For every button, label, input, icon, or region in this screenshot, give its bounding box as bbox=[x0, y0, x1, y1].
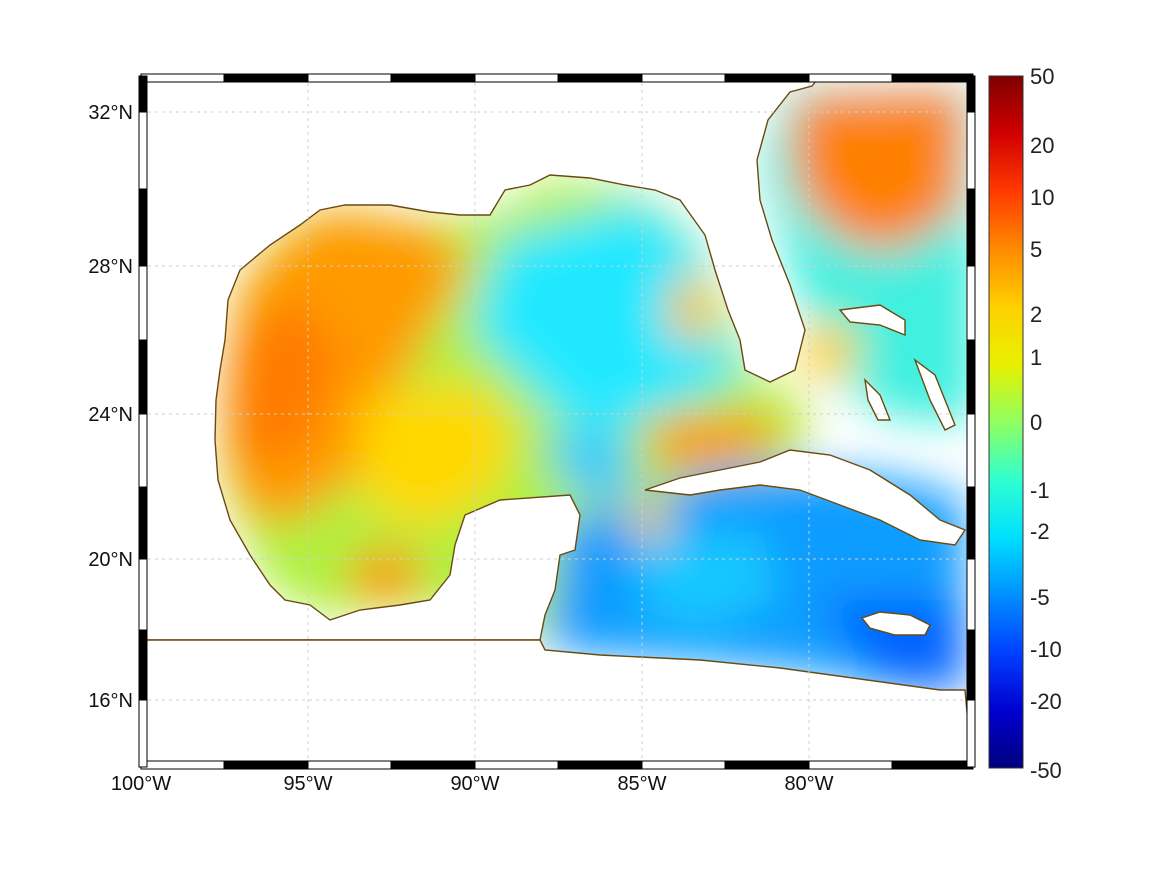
frame-segment bbox=[223, 760, 309, 770]
frame-segment bbox=[138, 699, 148, 768]
frame-segment bbox=[966, 629, 976, 701]
frame-segment bbox=[138, 486, 148, 560]
land-bahamas-2 bbox=[863, 378, 892, 421]
colorbar-tick-label: -10 bbox=[1030, 637, 1062, 662]
frame-segment bbox=[966, 413, 976, 488]
frame-segment bbox=[138, 629, 148, 701]
anomaly-field bbox=[220, 85, 973, 690]
field-east-cool bbox=[470, 200, 740, 440]
frame-segment bbox=[138, 111, 148, 190]
lon-tick-label: 90°W bbox=[450, 773, 499, 795]
lat-tick-label: 20°N bbox=[88, 549, 133, 571]
frame-segment bbox=[474, 73, 559, 83]
frame-segment bbox=[724, 73, 810, 83]
lon-tick-label: 100°W bbox=[111, 773, 171, 795]
colorbar-tick-label: 2 bbox=[1030, 302, 1042, 327]
land-bahamas-3 bbox=[913, 358, 956, 431]
land-usa bbox=[140, 75, 822, 641]
frame-segment bbox=[557, 760, 643, 770]
land-jamaica bbox=[860, 611, 931, 636]
lat-tick-label: 24°N bbox=[88, 404, 133, 426]
frame-segment bbox=[966, 111, 976, 190]
frame-segment bbox=[641, 73, 726, 83]
colorbar-tick-label: -20 bbox=[1030, 689, 1062, 714]
field-caribbean-deep bbox=[820, 600, 965, 690]
colorbar-tick-label: 0 bbox=[1030, 410, 1042, 435]
colorbar-tick-label: 20 bbox=[1030, 133, 1054, 158]
colorbar-tick-label: 10 bbox=[1030, 185, 1054, 210]
frame-segment bbox=[138, 75, 148, 113]
field-west-core bbox=[228, 300, 340, 470]
frame-segment bbox=[808, 73, 893, 83]
field-campeche bbox=[347, 550, 423, 600]
field-eddy bbox=[668, 275, 712, 345]
land-cuba bbox=[644, 449, 967, 546]
lat-tick-label: 28°N bbox=[88, 256, 133, 278]
frame-segment bbox=[557, 73, 643, 83]
frame-segment bbox=[140, 73, 225, 83]
lon-tick-label: 85°W bbox=[617, 773, 666, 795]
lon-axis: 100°W 95°W 90°W 85°W 80°W bbox=[111, 773, 834, 795]
frame-segment bbox=[138, 339, 148, 415]
frame-segment bbox=[966, 699, 976, 768]
frame-segment bbox=[966, 265, 976, 341]
land-bahamas-1 bbox=[838, 304, 906, 337]
frame-segment bbox=[474, 760, 559, 770]
field-yucatan-warm bbox=[632, 498, 668, 542]
map-frame bbox=[138, 73, 976, 770]
frame-segment bbox=[390, 73, 476, 83]
frame-segment bbox=[966, 558, 976, 631]
frame-segment bbox=[966, 75, 976, 113]
frame-segment bbox=[307, 760, 392, 770]
lat-tick-label: 32°N bbox=[88, 102, 133, 124]
frame-segment bbox=[307, 73, 392, 83]
frame-segment bbox=[138, 558, 148, 631]
field-caribbean-mid bbox=[640, 530, 780, 630]
frame-segment bbox=[138, 188, 148, 267]
frame-segment bbox=[138, 265, 148, 341]
colorbar-tick-label: -5 bbox=[1030, 585, 1050, 610]
frame-segment bbox=[891, 760, 974, 770]
field-straits-warm bbox=[650, 415, 790, 470]
field-bahamas-warm bbox=[800, 320, 860, 380]
lat-tick-label: 16°N bbox=[88, 690, 133, 712]
field-atlantic-warm bbox=[790, 90, 965, 250]
frame-segment bbox=[641, 760, 726, 770]
frame-segment bbox=[390, 760, 476, 770]
field-central bbox=[360, 380, 520, 530]
colorbar-ramp bbox=[988, 75, 1024, 769]
frame-segment bbox=[223, 73, 309, 83]
frame-segment bbox=[724, 760, 810, 770]
field-loop-cool bbox=[540, 430, 640, 500]
frame-segment bbox=[891, 73, 974, 83]
land-mask bbox=[140, 75, 973, 768]
lon-tick-label: 95°W bbox=[283, 773, 332, 795]
frame-segment bbox=[808, 760, 893, 770]
frame-segment bbox=[140, 760, 225, 770]
frame-segment bbox=[966, 486, 976, 560]
frame-segment bbox=[966, 339, 976, 415]
frame-segment bbox=[138, 413, 148, 488]
colorbar-tick-label: 5 bbox=[1030, 237, 1042, 262]
colorbar-tick-label: 1 bbox=[1030, 345, 1042, 370]
colorbar-tick-label: 50 bbox=[1030, 64, 1054, 89]
lat-axis: 32°N 28°N 24°N 20°N 16°N bbox=[88, 102, 133, 712]
colorbar-tick-label: -2 bbox=[1030, 519, 1050, 544]
lon-tick-label: 80°W bbox=[784, 773, 833, 795]
colorbar-tick-label: -50 bbox=[1030, 758, 1062, 783]
colorbar-tick-label: -1 bbox=[1030, 478, 1050, 503]
frame-segment bbox=[966, 188, 976, 267]
